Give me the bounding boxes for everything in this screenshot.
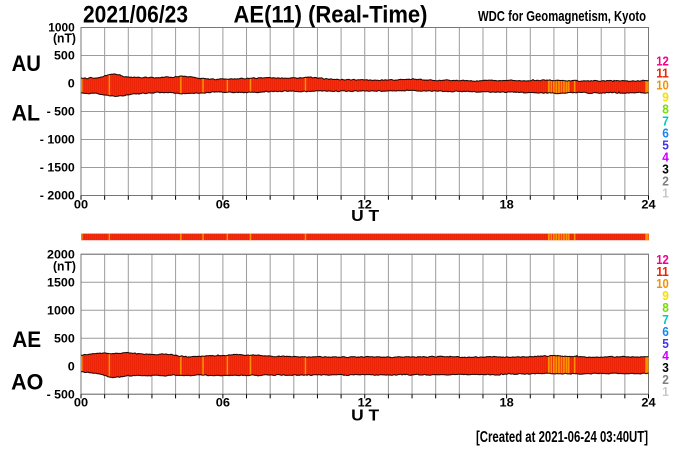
- svg-text:- 1500: - 1500: [40, 161, 75, 175]
- svg-text:1500: 1500: [47, 275, 75, 289]
- svg-text:WDC for Geomagnetism, Kyoto: WDC for Geomagnetism, Kyoto: [478, 8, 646, 25]
- svg-text:4: 4: [662, 348, 669, 363]
- svg-text:1000: 1000: [48, 21, 75, 35]
- svg-text:3: 3: [662, 360, 669, 375]
- svg-text:(nT): (nT): [53, 259, 76, 273]
- svg-text:06: 06: [216, 396, 231, 410]
- svg-text:[Created at 2021-06-24 03:40UT: [Created at 2021-06-24 03:40UT]: [476, 429, 648, 446]
- svg-text:11: 11: [656, 66, 669, 81]
- svg-text:12: 12: [656, 54, 669, 69]
- svg-text:1: 1: [662, 186, 669, 201]
- svg-text:00: 00: [74, 197, 89, 211]
- svg-text:- 1000: - 1000: [40, 133, 75, 147]
- svg-text:7: 7: [662, 114, 669, 129]
- svg-text:2: 2: [662, 174, 669, 189]
- svg-text:2021/06/23: 2021/06/23: [83, 1, 188, 28]
- svg-text:AE(11) (Real-Time): AE(11) (Real-Time): [234, 1, 428, 28]
- svg-text:500: 500: [54, 49, 75, 63]
- svg-text:5: 5: [662, 336, 669, 351]
- svg-text:U T: U T: [351, 408, 379, 425]
- svg-text:5: 5: [662, 138, 669, 153]
- svg-text:11: 11: [656, 264, 669, 279]
- svg-text:18: 18: [500, 197, 515, 211]
- svg-text:2: 2: [662, 372, 669, 387]
- svg-text:7: 7: [662, 312, 669, 327]
- svg-text:9: 9: [662, 288, 669, 303]
- svg-text:6: 6: [662, 126, 669, 141]
- svg-text:06: 06: [216, 197, 231, 211]
- svg-text:0: 0: [68, 77, 75, 91]
- svg-text:500: 500: [54, 331, 75, 345]
- svg-text:- 2000: - 2000: [40, 189, 75, 203]
- svg-text:12: 12: [358, 197, 373, 211]
- svg-text:AO: AO: [11, 369, 43, 394]
- svg-text:AU: AU: [12, 51, 41, 76]
- svg-text:AL: AL: [12, 100, 40, 125]
- svg-text:8: 8: [662, 300, 669, 315]
- svg-text:3: 3: [662, 162, 669, 177]
- svg-text:(nT): (nT): [53, 32, 76, 46]
- svg-text:- 500: - 500: [47, 105, 76, 119]
- svg-text:1000: 1000: [47, 303, 75, 317]
- svg-text:- 500: - 500: [47, 387, 76, 401]
- svg-text:12: 12: [358, 396, 373, 410]
- svg-text:2000: 2000: [47, 247, 75, 261]
- svg-text:8: 8: [662, 102, 669, 117]
- svg-text:00: 00: [74, 396, 89, 410]
- svg-text:12: 12: [656, 252, 669, 267]
- svg-text:AE: AE: [12, 327, 41, 352]
- svg-text:24: 24: [641, 197, 656, 211]
- svg-text:0: 0: [68, 359, 75, 373]
- svg-text:9: 9: [662, 90, 669, 105]
- svg-text:10: 10: [656, 78, 669, 93]
- svg-text:18: 18: [500, 396, 515, 410]
- svg-text:24: 24: [641, 396, 656, 410]
- svg-text:10: 10: [656, 276, 669, 291]
- svg-text:6: 6: [662, 324, 669, 339]
- svg-text:4: 4: [662, 150, 669, 165]
- svg-text:U T: U T: [351, 208, 379, 225]
- svg-text:1: 1: [662, 384, 669, 399]
